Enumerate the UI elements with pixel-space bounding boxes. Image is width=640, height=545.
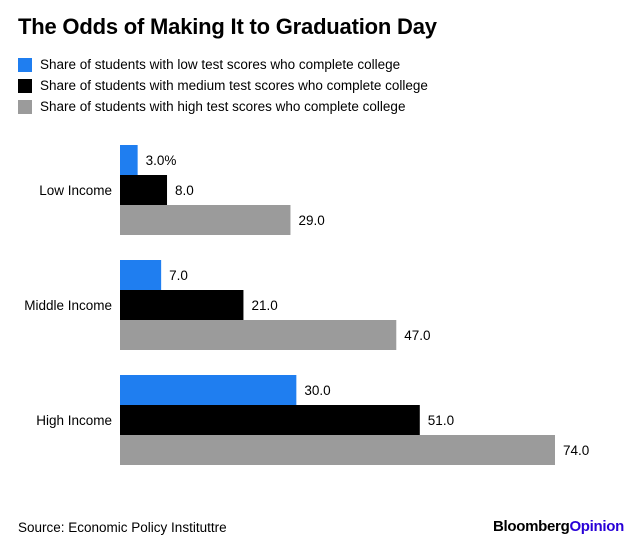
brand-logo: BloombergOpinion [493,518,624,535]
data-label-middle-income-medium: 21.0 [251,298,277,313]
legend-swatch-medium [18,78,32,93]
bar-low-income-medium [120,175,168,205]
bar-middle-income-low [120,260,162,290]
bar-low-income-low [120,145,138,175]
brand-name: Bloomberg [492,518,570,535]
source-note: Source: Economic Policy Instituttre [18,520,227,535]
legend-item-medium: Share of students with medium test score… [18,75,428,96]
legend-label-medium: Share of students with medium test score… [40,78,428,93]
bar-high-income-high [120,435,555,465]
bar-high-income-low [120,375,297,405]
legend-swatch-high [18,99,32,114]
data-label-low-income-medium: 8.0 [175,183,194,198]
data-label-high-income-high: 74.0 [563,443,589,458]
bar-middle-income-high [120,320,397,350]
legend: Share of students with low test scores w… [18,54,428,117]
data-label-high-income-low: 30.0 [304,383,330,398]
bar-high-income-medium [120,405,420,435]
category-label-high-income: High Income [36,413,112,428]
data-label-middle-income-low: 7.0 [169,268,188,283]
category-label-middle-income: Middle Income [24,298,112,313]
data-label-high-income-medium: 51.0 [428,413,454,428]
legend-swatch-low [18,57,32,72]
legend-item-high: Share of students with high test scores … [18,96,428,117]
legend-item-low: Share of students with low test scores w… [18,54,428,75]
chart-title: The Odds of Making It to Graduation Day [18,14,437,39]
bar-low-income-high [120,205,291,235]
legend-label-low: Share of students with low test scores w… [40,57,401,72]
legend-label-high: Share of students with high test scores … [40,99,406,114]
data-label-low-income-low: 3.0% [146,153,177,168]
brand-suffix: Opinion [569,518,624,535]
bar-middle-income-medium [120,290,244,320]
data-label-middle-income-high: 47.0 [404,328,430,343]
data-label-low-income-high: 29.0 [298,213,324,228]
category-label-low-income: Low Income [39,183,112,198]
